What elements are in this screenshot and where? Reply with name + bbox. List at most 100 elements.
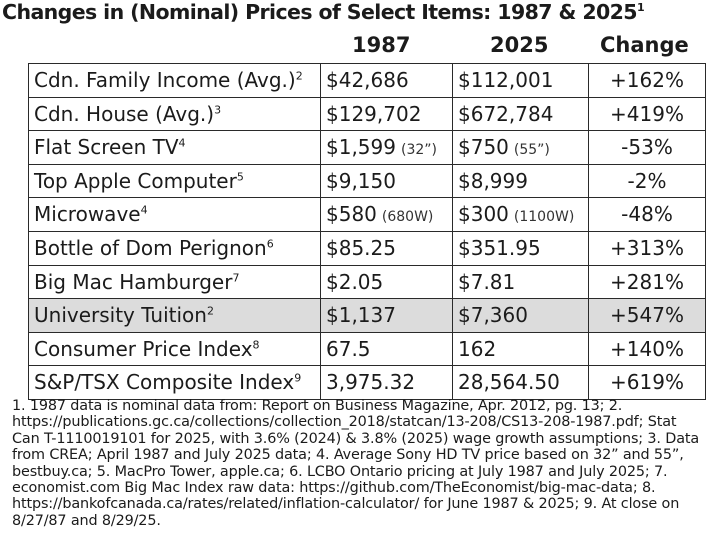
- table-row: Cdn. Family Income (Avg.)2 $42,686 $112,…: [28, 64, 706, 98]
- value-1987: $1,137: [326, 303, 396, 328]
- change-value: +547%: [610, 303, 684, 328]
- item-label: University Tuition: [34, 303, 207, 328]
- item-cell: Flat Screen TV4: [28, 131, 320, 164]
- change-cell: -53%: [588, 131, 706, 164]
- value-1987-cell: $85.25: [320, 231, 452, 265]
- item-footnote-marker: 3: [214, 102, 222, 116]
- column-header-2025: 2025: [490, 33, 549, 57]
- value-2025: $7.81: [458, 269, 516, 294]
- item-footnote-marker: 4: [140, 203, 148, 217]
- value-1987: $580: [326, 202, 377, 227]
- value-1987-cell: $1,137: [320, 299, 452, 332]
- item-footnote-marker: 2: [206, 304, 214, 318]
- value-2025-cell: $7.81: [452, 265, 588, 299]
- change-cell: -2%: [588, 164, 706, 198]
- value-2025-cell: $300 (1100W): [452, 198, 588, 231]
- change-value: +162%: [610, 68, 684, 92]
- item-footnote-marker: 4: [178, 136, 186, 150]
- item-footnote-marker: 9: [294, 371, 302, 385]
- change-cell: +619%: [588, 366, 706, 399]
- value-1987-cell: $9,150: [320, 164, 452, 198]
- value-2025: 28,564.50: [458, 370, 560, 395]
- item-label: Cdn. House (Avg.): [34, 101, 215, 126]
- item-footnote-marker: 2: [295, 69, 303, 83]
- item-cell: Top Apple Computer5: [28, 164, 320, 198]
- value-2025: $300: [458, 202, 509, 227]
- value-1987: $1,599: [326, 135, 396, 160]
- value-2025: $672,784: [458, 101, 554, 126]
- value-1987-cell: 67.5: [320, 332, 452, 366]
- item-cell: Cdn. House (Avg.)3: [28, 97, 320, 131]
- item-footnote-marker: 7: [232, 270, 240, 284]
- table-row: Bottle of Dom Perignon6 $85.25 $351.95 +…: [28, 231, 706, 266]
- value-1987: $42,686: [326, 68, 409, 92]
- price-table: Cdn. Family Income (Avg.)2 $42,686 $112,…: [28, 63, 706, 400]
- change-value: -48%: [621, 202, 673, 227]
- note-2025: (1100W): [513, 209, 575, 226]
- value-1987-cell: $580 (680W): [320, 198, 452, 231]
- value-1987: 3,975.32: [326, 370, 416, 395]
- note-1987: (680W): [381, 209, 434, 226]
- title-footnote-marker: 1: [636, 1, 645, 15]
- value-1987: 67.5: [326, 336, 371, 361]
- value-2025-cell: $351.95: [452, 231, 588, 265]
- item-cell: Big Mac Hamburger7: [28, 265, 320, 299]
- change-value: +140%: [610, 336, 684, 361]
- value-1987-cell: $2.05: [320, 265, 452, 299]
- change-cell: +281%: [588, 265, 706, 299]
- note-2025: (55”): [513, 142, 550, 159]
- change-value: +619%: [610, 370, 684, 395]
- value-2025: $750: [458, 135, 509, 160]
- page-title: Changes in (Nominal) Prices of Select It…: [2, 0, 645, 24]
- change-cell: +547%: [588, 299, 706, 332]
- value-1987: $85.25: [326, 235, 396, 260]
- value-2025-cell: 28,564.50: [452, 366, 588, 399]
- item-label: Cdn. Family Income (Avg.): [34, 68, 296, 92]
- item-cell: Bottle of Dom Perignon6: [28, 231, 320, 265]
- change-value: +313%: [610, 235, 684, 260]
- value-1987: $129,702: [326, 101, 422, 126]
- value-2025-cell: $750 (55”): [452, 131, 588, 164]
- change-cell: +313%: [588, 231, 706, 265]
- table-row: Cdn. House (Avg.)3 $129,702 $672,784 +41…: [28, 97, 706, 132]
- value-2025-cell: $112,001: [452, 64, 588, 97]
- column-header-1987: 1987: [352, 33, 411, 57]
- item-label: S&P/TSX Composite Index: [34, 370, 295, 395]
- value-2025-cell: $7,360: [452, 299, 588, 332]
- item-footnote-marker: 6: [266, 237, 274, 251]
- value-1987-cell: $129,702: [320, 97, 452, 131]
- table-row: Consumer Price Index8 67.5 162 +140%: [28, 332, 706, 367]
- item-cell: Consumer Price Index8: [28, 332, 320, 366]
- change-cell: +162%: [588, 64, 706, 97]
- value-2025: $7,360: [458, 303, 528, 328]
- value-1987-cell: $1,599 (32”): [320, 131, 452, 164]
- item-label: Top Apple Computer: [34, 168, 237, 193]
- value-2025-cell: $8,999: [452, 164, 588, 198]
- value-1987-cell: $42,686: [320, 64, 452, 97]
- value-2025-cell: 162: [452, 332, 588, 366]
- table-row: University Tuition2 $1,137 $7,360 +547%: [28, 299, 706, 333]
- table-row: Flat Screen TV4 $1,599 (32”) $750 (55”) -5…: [28, 131, 706, 165]
- change-value: -53%: [621, 135, 673, 160]
- footnotes: 1. 1987 data is nominal data from: Repor…: [12, 398, 700, 529]
- table-row: Microwave4 $580 (680W) $300 (1100W) -48%: [28, 198, 706, 232]
- value-2025: $112,001: [458, 68, 554, 92]
- table-row: Top Apple Computer5 $9,150 $8,999 -2%: [28, 164, 706, 199]
- change-cell: +419%: [588, 97, 706, 131]
- item-footnote-marker: 8: [252, 338, 260, 352]
- item-label: Flat Screen TV: [34, 135, 179, 160]
- table-row: Big Mac Hamburger7 $2.05 $7.81 +281%: [28, 265, 706, 300]
- value-2025-cell: $672,784: [452, 97, 588, 131]
- item-cell: S&P/TSX Composite Index9: [28, 366, 320, 399]
- value-2025: 162: [458, 336, 497, 361]
- item-label: Bottle of Dom Perignon: [34, 235, 267, 260]
- item-label: Consumer Price Index: [34, 336, 253, 361]
- column-header-change: Change: [600, 33, 689, 57]
- item-cell: University Tuition2: [28, 299, 320, 332]
- value-1987: $9,150: [326, 168, 396, 193]
- value-1987-cell: 3,975.32: [320, 366, 452, 399]
- item-label: Big Mac Hamburger: [34, 269, 233, 294]
- item-cell: Microwave4: [28, 198, 320, 231]
- change-cell: +140%: [588, 332, 706, 366]
- change-value: -2%: [627, 168, 667, 193]
